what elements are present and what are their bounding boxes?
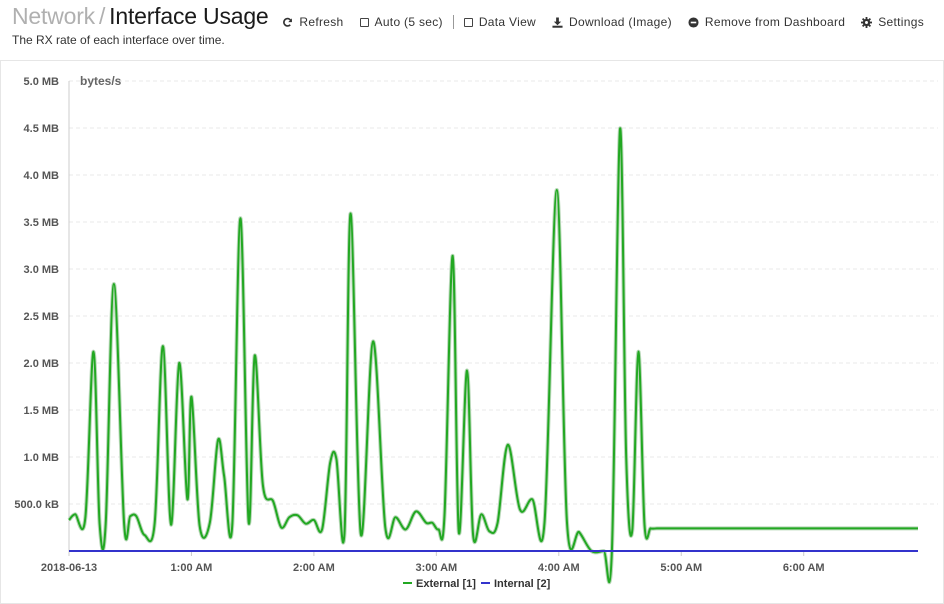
remove-from-dashboard-button[interactable]: Remove from Dashboard (688, 15, 845, 29)
chart-gridlines (68, 80, 938, 552)
settings-label: Settings (878, 15, 924, 29)
y-tick-label: 4.5 MB (24, 123, 60, 135)
auto-refresh-checkbox[interactable] (359, 17, 369, 27)
x-tick-label: 3:00 AM (415, 562, 457, 574)
data-view-label: Data View (478, 15, 537, 29)
x-tick-label: 5:00 AM (660, 562, 702, 574)
y-tick-label: 3.5 MB (24, 217, 60, 229)
data-view-toggle[interactable]: Data View (463, 15, 537, 29)
y-tick-label: 5.0 MB (24, 76, 60, 88)
minus-circle-icon (688, 16, 699, 28)
page-title-text: Interface Usage (109, 3, 269, 29)
y-tick-label: 500.0 kB (14, 499, 59, 511)
data-view-checkbox[interactable] (463, 17, 473, 27)
chart-legend: External [1] Internal [2] (403, 578, 551, 590)
breadcrumb-network[interactable]: Network (12, 3, 95, 29)
auto-refresh-label: Auto (5 sec) (374, 15, 443, 29)
legend-item-label[interactable]: External [1] (416, 578, 476, 590)
settings-button[interactable]: Settings (861, 15, 924, 29)
download-label: Download (Image) (569, 15, 672, 29)
x-tick-label: 4:00 AM (538, 562, 580, 574)
y-axis-label: bytes/s (80, 74, 122, 88)
x-axis-ticks: 2018-06-13 1:00 AM 2:00 AM 3:00 AM 4:00 AM 5:… (41, 551, 825, 574)
page-subtitle: The RX rate of each interface over time. (12, 33, 225, 47)
y-tick-label: 2.0 MB (24, 358, 60, 370)
breadcrumb-separator: / (98, 3, 106, 29)
download-image-button[interactable]: Download (Image) (552, 15, 672, 29)
y-tick-label: 2.5 MB (24, 311, 60, 323)
x-tick-label: 2018-06-13 (41, 562, 97, 574)
gear-icon (861, 16, 873, 28)
auto-refresh-toggle[interactable]: Auto (5 sec) (359, 15, 443, 29)
series-line-external[interactable] (68, 127, 918, 584)
toolbar-divider (452, 15, 454, 29)
x-tick-label: 6:00 AM (783, 562, 825, 574)
toolbar: Refresh Auto (5 sec) Data View Download … (282, 15, 924, 29)
refresh-label: Refresh (299, 15, 344, 29)
interface-usage-chart[interactable]: 500.0 kB 1.0 MB 1.5 MB 2.0 MB 2.5 MB 3.0 MB 3.… (0, 60, 944, 604)
refresh-button[interactable]: Refresh (282, 15, 343, 29)
y-axis-ticks: 500.0 kB 1.0 MB 1.5 MB 2.0 MB 2.5 MB 3.0 MB 3.… (14, 76, 59, 511)
y-tick-label: 1.5 MB (24, 405, 60, 417)
y-tick-label: 1.0 MB (24, 452, 60, 464)
legend-item-label[interactable]: Internal [2] (494, 578, 551, 590)
y-tick-label: 4.0 MB (24, 170, 60, 182)
download-icon (552, 16, 563, 28)
panel-header: Network / Interface Usage The RX rate of e… (0, 0, 944, 60)
remove-label: Remove from Dashboard (704, 15, 846, 29)
x-tick-label: 2:00 AM (293, 562, 335, 574)
page-title: Network / Interface Usage (12, 3, 269, 30)
series-line-shadow (67, 126, 918, 585)
chart-series (67, 126, 918, 585)
x-tick-label: 1:00 AM (171, 562, 213, 574)
y-tick-label: 3.0 MB (24, 264, 60, 276)
refresh-icon (283, 17, 293, 27)
